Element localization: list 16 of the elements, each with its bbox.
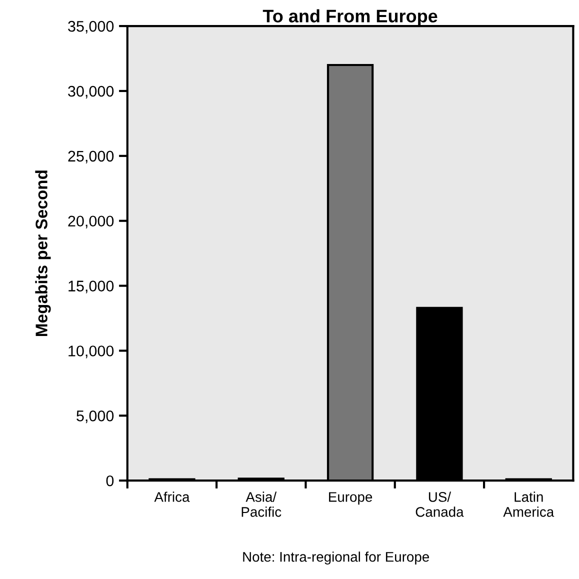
y-tick-label: 20,000 bbox=[68, 216, 114, 228]
y-axis-title: Megabits per Second bbox=[35, 170, 51, 336]
y-tick-label: 15,000 bbox=[68, 280, 114, 294]
y-tick-label: 10,000 bbox=[68, 346, 114, 358]
x-tick-label: US/ Canada bbox=[416, 492, 464, 517]
x-tick-label: Asia/ Pacific bbox=[242, 492, 282, 517]
x-tick-label: Africa bbox=[154, 492, 190, 502]
y-tick-label: 25,000 bbox=[68, 150, 114, 164]
chart-title: To and From Europe bbox=[262, 9, 438, 26]
y-tick-label: 30,000 bbox=[68, 86, 114, 98]
y-tick-label: 35,000 bbox=[68, 20, 114, 34]
y-tick-label: 5,000 bbox=[76, 410, 114, 424]
x-tick-label: Latin America bbox=[503, 492, 554, 517]
text: Note: Intra-regional for Europe bbox=[243, 552, 430, 565]
x-tick-label: Europe bbox=[329, 492, 372, 505]
y-tick-label: 0 bbox=[106, 475, 114, 486]
